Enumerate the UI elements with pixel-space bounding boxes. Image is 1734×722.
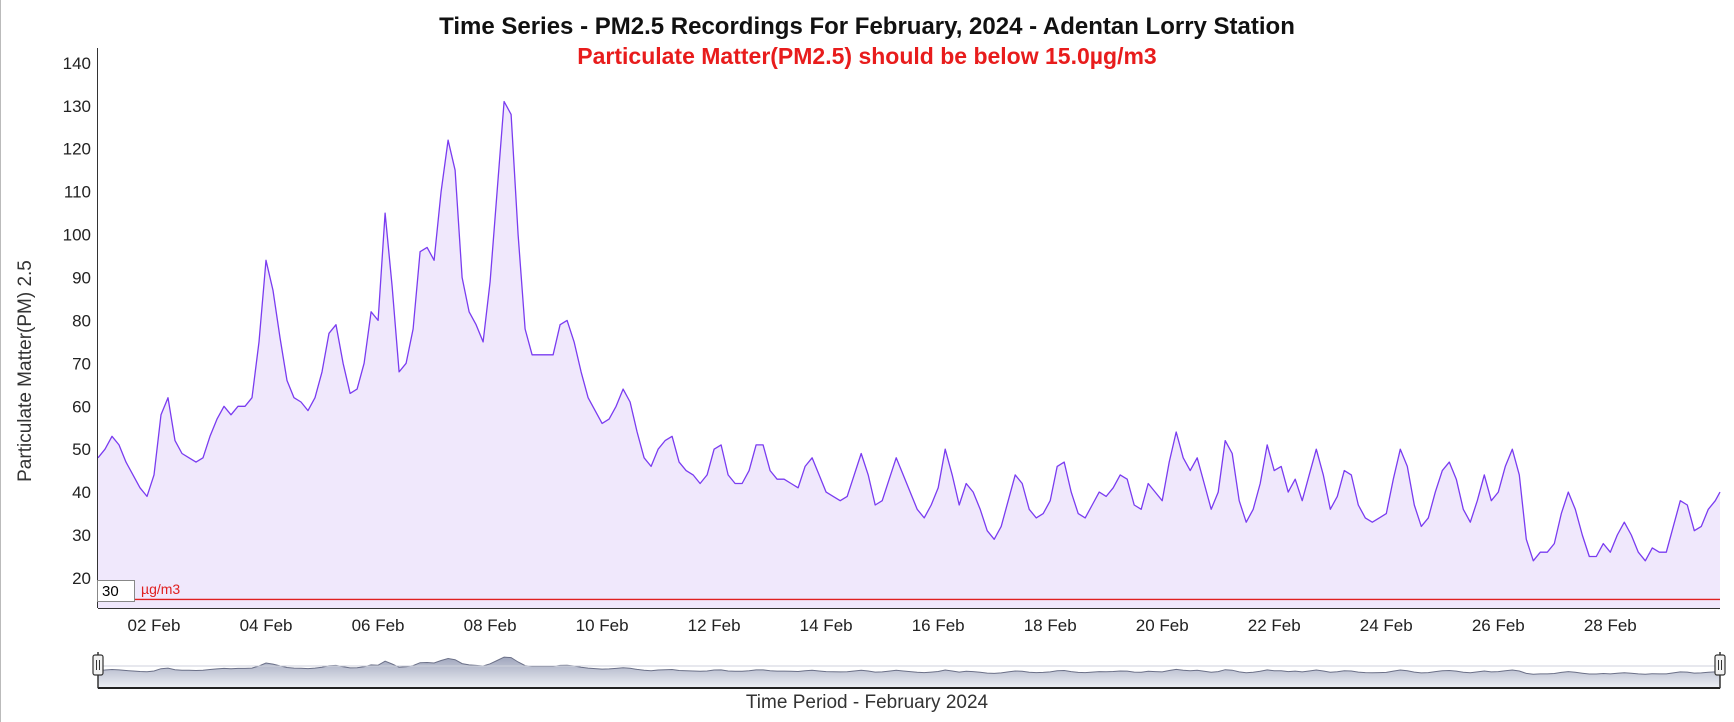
y-tick-label: 120 [63, 140, 91, 159]
plot-area[interactable] [97, 100, 1721, 609]
navigator-series [97, 656, 1721, 689]
x-tick-label: 26 Feb [1472, 616, 1525, 635]
x-tick-label: 12 Feb [688, 616, 741, 635]
y-tick-label: 130 [63, 97, 91, 116]
x-tick-label: 04 Feb [240, 616, 293, 635]
y-tick-label: 40 [72, 483, 91, 502]
y-tick-label: 20 [72, 569, 91, 588]
x-axis: 02 Feb 04 Feb 06 Feb 08 Feb 10 Feb 12 Feb 14 F… [98, 608, 1720, 635]
y-tick-label: 50 [72, 440, 91, 459]
x-tick-label: 14 Feb [800, 616, 853, 635]
chart-subtitle: Particulate Matter(PM2.5) should be belo… [577, 43, 1156, 69]
y-tick-label: 30 [72, 526, 91, 545]
y-axis: 20 30 40 50 60 70 80 90 100 110 120 130 140 [63, 48, 98, 608]
threshold-input[interactable] [97, 580, 135, 602]
x-tick-label: 24 Feb [1360, 616, 1413, 635]
x-tick-label: 06 Feb [352, 616, 405, 635]
pm25-series-line[interactable] [97, 100, 1721, 562]
y-tick-label: 100 [63, 226, 91, 245]
x-tick-label: 22 Feb [1248, 616, 1301, 635]
x-tick-label: 02 Feb [128, 616, 181, 635]
y-tick-label: 70 [72, 354, 91, 373]
y-tick-label: 140 [63, 54, 91, 73]
navigator-handle-left[interactable] [92, 652, 104, 688]
x-tick-label: 20 Feb [1136, 616, 1189, 635]
window-left-border [0, 0, 1, 722]
y-tick-label: 80 [72, 311, 91, 330]
navigator[interactable] [92, 652, 1726, 689]
x-tick-label: 10 Feb [576, 616, 629, 635]
x-tick-label: 08 Feb [464, 616, 517, 635]
y-tick-label: 60 [72, 397, 91, 416]
x-tick-label: 18 Feb [1024, 616, 1077, 635]
x-tick-label: 28 Feb [1584, 616, 1637, 635]
x-tick-label: 16 Feb [912, 616, 965, 635]
pm25-area-fill [98, 101, 1720, 608]
chart-title: Time Series - PM2.5 Recordings For Febru… [439, 13, 1295, 40]
y-axis-title: Particulate Matter(PM) 2.5 [15, 260, 36, 482]
x-axis-title: Time Period - February 2024 [746, 692, 989, 713]
y-tick-label: 110 [64, 183, 91, 202]
y-tick-label: 90 [72, 268, 91, 287]
navigator-handle-right[interactable] [1714, 652, 1726, 688]
threshold-unit-label: µg/m3 [141, 581, 181, 597]
